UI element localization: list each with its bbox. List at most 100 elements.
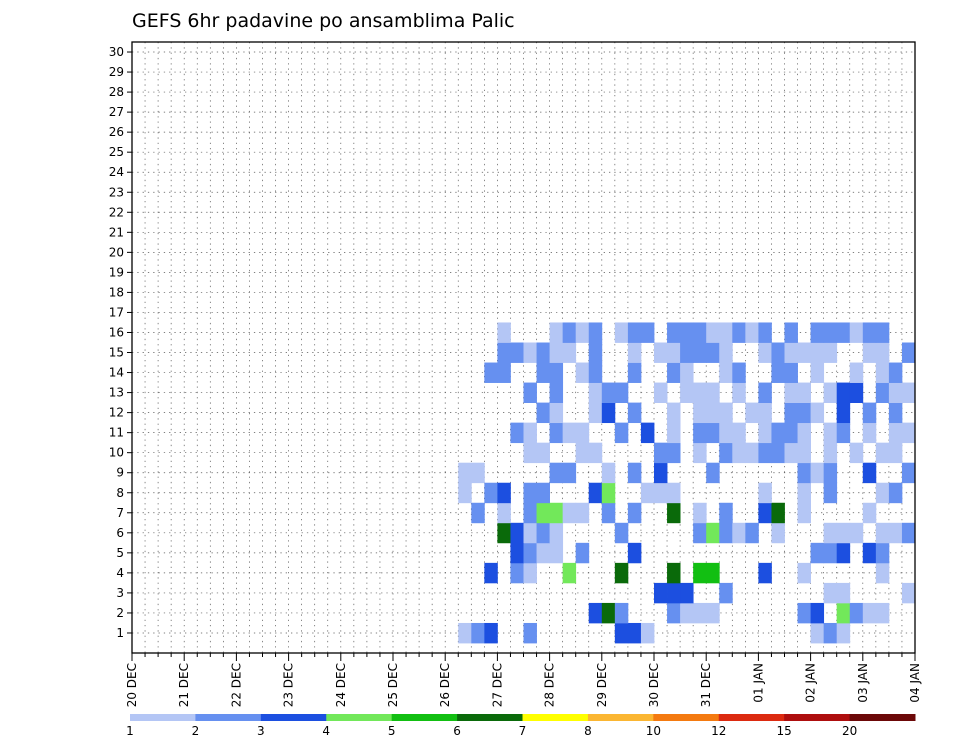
heat-cell	[758, 342, 772, 363]
heat-cell	[536, 502, 550, 524]
heat-cell	[758, 502, 772, 524]
legend-swatch	[260, 714, 327, 721]
heat-cell	[849, 362, 864, 383]
heat-cell	[549, 382, 564, 403]
y-tick-label: 25	[109, 145, 124, 159]
legend-label: 10	[646, 724, 661, 738]
heat-cell	[601, 462, 616, 484]
heat-cell	[810, 322, 825, 343]
heat-cell	[810, 362, 825, 383]
y-tick-label: 8	[116, 486, 124, 500]
heat-cell	[458, 622, 472, 644]
heat-cell	[627, 622, 642, 644]
heat-cell	[588, 362, 603, 383]
heat-cell	[693, 522, 707, 544]
heat-cell	[706, 402, 720, 424]
heat-cell	[588, 342, 603, 363]
heat-cell	[719, 322, 733, 343]
heat-cell	[901, 382, 916, 403]
heat-cell	[771, 362, 785, 383]
x-tick-label: 20 DEC	[125, 663, 139, 707]
y-tick-label: 15	[109, 346, 124, 360]
x-tick-label: 03 JAN	[856, 663, 870, 703]
legend-swatch	[784, 714, 851, 721]
heat-cell	[497, 502, 511, 524]
legend-label: 4	[322, 724, 330, 738]
y-tick-label: 16	[109, 325, 124, 339]
x-tick-label: 26 DEC	[438, 663, 452, 707]
heat-cell	[862, 342, 877, 363]
heat-cell	[745, 442, 759, 464]
heat-cell	[627, 502, 642, 524]
x-tick-label: 27 DEC	[490, 663, 504, 707]
heat-cell	[549, 322, 564, 343]
heat-cell	[693, 382, 707, 403]
heat-cell	[706, 382, 720, 403]
heat-cell	[680, 382, 694, 403]
heat-cell	[823, 322, 838, 343]
heat-cell	[614, 382, 629, 403]
heat-cell	[562, 562, 577, 584]
heat-cell	[888, 442, 903, 464]
heat-cell	[732, 442, 746, 464]
heat-cell	[601, 502, 616, 524]
x-tick-label: 29 DEC	[595, 663, 609, 707]
heat-cell	[601, 402, 616, 424]
heat-cell	[758, 322, 772, 343]
heat-cell	[693, 342, 707, 363]
heat-cell	[875, 322, 890, 343]
y-tick-label: 22	[109, 205, 124, 219]
heat-cell	[693, 502, 707, 524]
heat-cell	[536, 522, 550, 544]
heat-cell	[706, 462, 720, 484]
y-tick-label: 23	[109, 185, 124, 199]
heat-cell	[849, 602, 864, 624]
heat-cell	[510, 542, 524, 564]
heat-cell	[732, 422, 746, 444]
heat-cell	[627, 342, 642, 363]
heat-cell	[667, 362, 681, 383]
legend-label: 2	[192, 724, 200, 738]
y-tick-label: 3	[116, 586, 124, 600]
heat-cell	[484, 482, 498, 504]
heat-cell	[758, 422, 772, 444]
heat-cell	[836, 622, 851, 644]
heat-cell	[797, 402, 811, 424]
x-tick-label: 04 JAN	[908, 663, 922, 703]
legend-swatch	[849, 714, 916, 721]
heat-cell	[614, 322, 629, 343]
heat-cell	[823, 522, 838, 544]
heat-cell	[667, 582, 681, 604]
heat-cell	[614, 522, 629, 544]
heat-cell	[719, 362, 733, 383]
heat-cell	[901, 582, 916, 604]
heat-cell	[784, 442, 798, 464]
heat-cell	[758, 382, 772, 403]
y-tick-label: 4	[116, 566, 124, 580]
heat-cell	[549, 402, 564, 424]
y-tick-label: 1	[116, 626, 124, 640]
heat-cell	[784, 402, 798, 424]
heat-cell	[706, 522, 720, 544]
heat-cell	[654, 482, 668, 504]
heat-cell	[758, 442, 772, 464]
heat-cell	[588, 602, 603, 624]
heat-cell	[523, 542, 537, 564]
y-tick-label: 13	[109, 386, 124, 400]
y-axis-ticks: 1234567891011121314151617181920212223242…	[109, 45, 132, 640]
heat-cell	[523, 522, 537, 544]
heat-cell	[888, 402, 903, 424]
y-tick-label: 10	[109, 446, 124, 460]
legend-label: 12	[711, 724, 726, 738]
heat-cell	[575, 542, 590, 564]
x-tick-label: 30 DEC	[647, 663, 661, 707]
heat-cell	[719, 582, 733, 604]
heat-cell	[810, 402, 825, 424]
y-tick-label: 20	[109, 245, 124, 259]
y-tick-label: 27	[109, 105, 124, 119]
heat-cell	[693, 402, 707, 424]
heat-cell	[875, 562, 890, 584]
heat-cell	[680, 342, 694, 363]
heat-cell	[680, 362, 694, 383]
